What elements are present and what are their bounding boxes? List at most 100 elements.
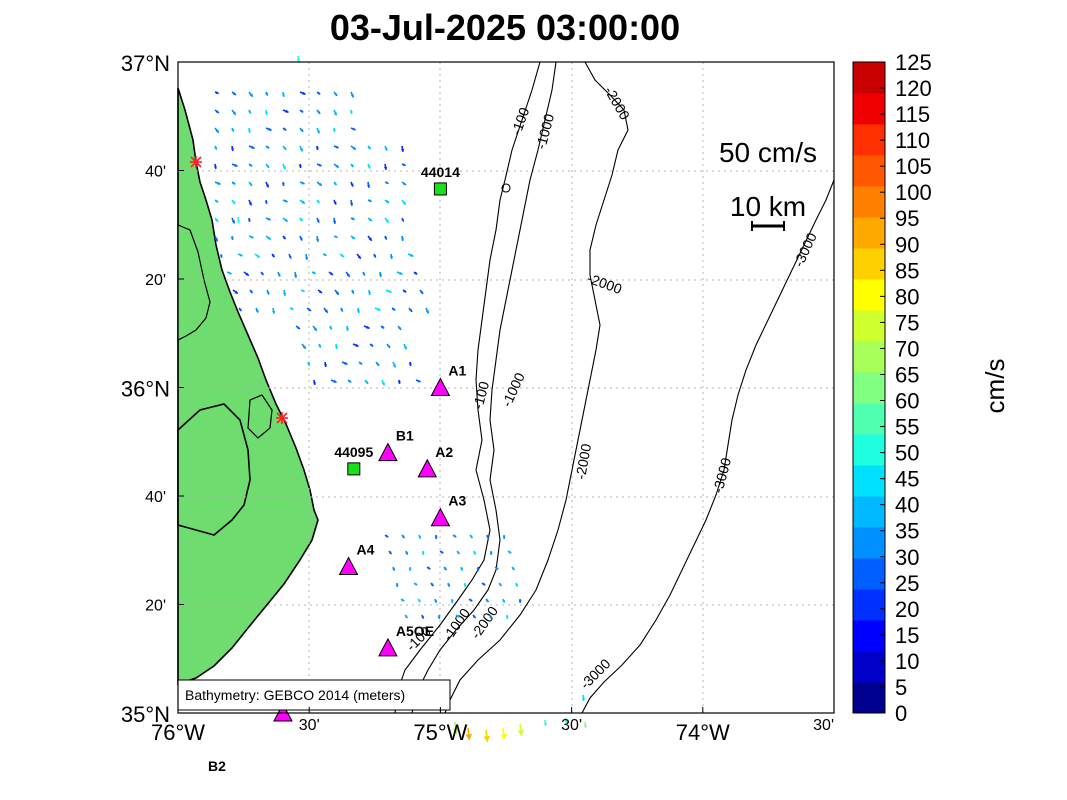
lon-tick-label: 74°W: [676, 720, 730, 745]
current-arrow: [543, 719, 548, 727]
current-arrow: [293, 271, 298, 279]
station-label: A4: [357, 542, 375, 558]
station-a1[interactable]: A1: [430, 363, 467, 396]
station-a4[interactable]: A4: [338, 542, 375, 576]
current-arrow: [332, 127, 336, 133]
speed-reference-label: 50 cm/s: [719, 137, 817, 168]
current-arrow: [518, 598, 522, 604]
colorbar-tick-label: 120: [895, 76, 932, 101]
current-arrow: [333, 199, 337, 205]
current-arrow: [485, 598, 490, 603]
current-arrow: [333, 91, 338, 97]
station-a3[interactable]: A3: [430, 493, 467, 527]
current-arrow: [213, 163, 217, 170]
current-arrow: [299, 109, 304, 114]
current-arrow: [334, 289, 340, 296]
current-arrow: [417, 598, 422, 603]
current-arrow: [316, 109, 321, 115]
current-arrow: [437, 614, 441, 620]
colorbar-tick-label: 100: [895, 180, 932, 205]
current-arrow: [271, 307, 276, 315]
colorbar-tick-label: 45: [895, 467, 919, 492]
latitude-tick-labels: 37°N 40' 20' 36°N 40' 20' 35°N: [121, 51, 184, 727]
colorbar-segment: [853, 186, 885, 218]
current-arrow: [413, 582, 418, 586]
current-arrow: [282, 163, 287, 170]
current-arrow: [316, 163, 322, 167]
colorbar-tick-label: 40: [895, 493, 919, 518]
station-b1[interactable]: B1: [378, 428, 414, 462]
current-arrow: [384, 181, 389, 185]
colorbar-tick-label: 110: [895, 128, 930, 153]
current-arrow: [396, 271, 403, 276]
current-arrow: [214, 109, 220, 114]
current-arrow: [439, 550, 444, 554]
colorbar-segment: [853, 372, 885, 404]
colorbar-tick-label: 5: [895, 675, 907, 700]
current-arrow: [515, 582, 519, 588]
station-a2[interactable]: A2: [417, 444, 453, 478]
colorbar-segment: [853, 527, 885, 559]
lon-tick-label: 76°W: [151, 720, 205, 745]
current-arrow: [248, 181, 253, 187]
current-arrow: [332, 217, 337, 225]
current-arrow: [407, 253, 414, 258]
figure-title: 03-Jul-2025 03:00:00: [330, 7, 680, 48]
lat-tick-label: 37°N: [121, 51, 170, 76]
current-arrow: [405, 550, 409, 556]
colorbar: 0510152025303540455055606570758085909510…: [852, 50, 932, 726]
bathymetry-note-text: Bathymetry: GEBCO 2014 (meters): [185, 687, 405, 703]
buoy-marker: [433, 182, 447, 196]
site-markers: [190, 156, 288, 424]
current-arrow: [330, 379, 337, 384]
buoy-marker: [347, 462, 361, 476]
current-arrow: [230, 235, 234, 241]
current-arrow: [248, 235, 254, 239]
current-arrow: [408, 307, 413, 313]
current-arrow: [304, 253, 309, 261]
current-arrow: [384, 235, 388, 240]
current-arrow: [472, 614, 477, 619]
current-arrow: [366, 181, 371, 189]
colorbar-tick-label: 125: [895, 50, 932, 75]
colorbar-tick-label: 35: [895, 519, 919, 544]
lon-tick-label: 30': [813, 717, 834, 734]
current-arrow: [237, 253, 243, 257]
colorbar-tick-label: 85: [895, 258, 919, 283]
current-arrow: [316, 181, 323, 187]
current-arrow: [282, 109, 289, 114]
current-arrow: [350, 91, 355, 98]
current-arrow: [384, 534, 389, 538]
current-arrow: [389, 253, 393, 260]
current-arrow: [352, 343, 359, 348]
current-arrow: [247, 217, 251, 223]
current-arrow: [507, 550, 512, 554]
current-arrow: [333, 181, 338, 186]
current-arrow: [323, 307, 329, 314]
current-arrow: [231, 127, 235, 132]
current-arrow: [232, 289, 239, 295]
current-arrow: [333, 145, 339, 149]
current-arrow: [341, 361, 348, 366]
current-arrow: [323, 361, 327, 368]
colorbar-segment: [853, 248, 885, 280]
station-44095[interactable]: 44095: [334, 444, 373, 476]
current-arrow: [243, 271, 250, 277]
current-arrow: [350, 145, 357, 151]
current-arrow: [367, 199, 372, 203]
colorbar-tick-label: 30: [895, 545, 919, 570]
current-arrow: [219, 253, 223, 259]
current-arrow: [299, 127, 304, 133]
station-a5oe[interactable]: A5OE: [378, 623, 434, 657]
current-arrow: [265, 91, 269, 96]
mooring-marker: [417, 458, 438, 478]
station-b2[interactable]: B2: [208, 702, 293, 774]
station-44014[interactable]: 44014: [421, 164, 460, 196]
current-arrow: [248, 91, 254, 98]
current-arrow: [231, 109, 237, 116]
colorbar-segment: [853, 558, 885, 590]
current-arrow: [460, 566, 464, 572]
current-arrow: [282, 289, 287, 297]
site-marker-south: [276, 412, 288, 424]
current-arrow: [392, 566, 396, 572]
